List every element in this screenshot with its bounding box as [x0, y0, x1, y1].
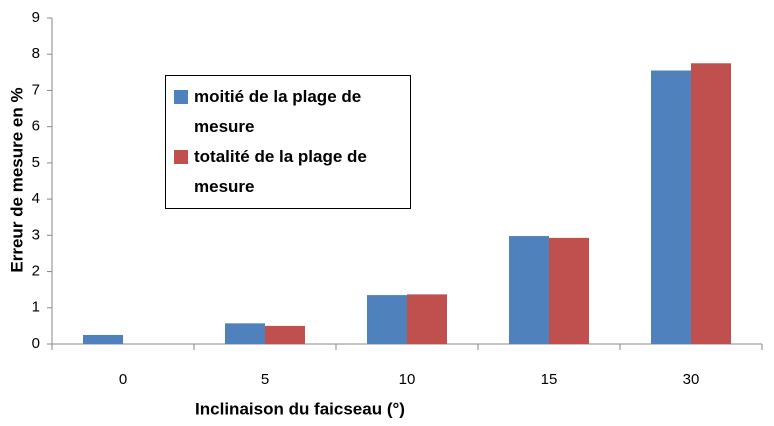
x-tick-label: 5 [261, 371, 269, 388]
x-tick-label: 15 [541, 371, 558, 388]
bar [83, 334, 123, 344]
bar [549, 237, 589, 344]
y-axis-title: Erreur de mesure en % [7, 87, 26, 272]
bar [265, 325, 305, 344]
legend-entry: totalité de la plage de mesure [174, 142, 404, 202]
y-tick-label: 9 [32, 9, 40, 26]
legend-label: totalité de la plage de mesure [194, 147, 367, 196]
bar [651, 70, 691, 345]
x-tick-label: 10 [399, 371, 416, 388]
legend-swatch [174, 90, 188, 104]
y-tick-label: 5 [32, 154, 40, 171]
x-tick-label: 30 [683, 371, 700, 388]
y-tick-label: 4 [32, 190, 40, 207]
y-tick-label: 6 [32, 118, 40, 135]
y-tick-label: 7 [32, 81, 40, 98]
bar [225, 323, 265, 344]
bar [407, 294, 447, 344]
y-tick-label: 3 [32, 226, 40, 243]
legend-entry: moitié de la plage de mesure [174, 82, 404, 142]
y-tick-label: 1 [32, 299, 40, 316]
y-tick-label: 8 [32, 45, 40, 62]
legend-label: moitié de la plage de mesure [194, 87, 362, 136]
bar [367, 295, 407, 344]
bar [691, 63, 731, 345]
legend: moitié de la plage de mesure totalité de … [165, 75, 411, 209]
y-tick-label: 2 [32, 263, 40, 280]
x-axis-title: Inclinaison du faicseau (°) [195, 399, 405, 418]
bar [509, 236, 549, 344]
x-tick-label: 0 [119, 371, 127, 388]
legend-swatch [174, 150, 188, 164]
y-tick-label: 0 [32, 335, 40, 352]
